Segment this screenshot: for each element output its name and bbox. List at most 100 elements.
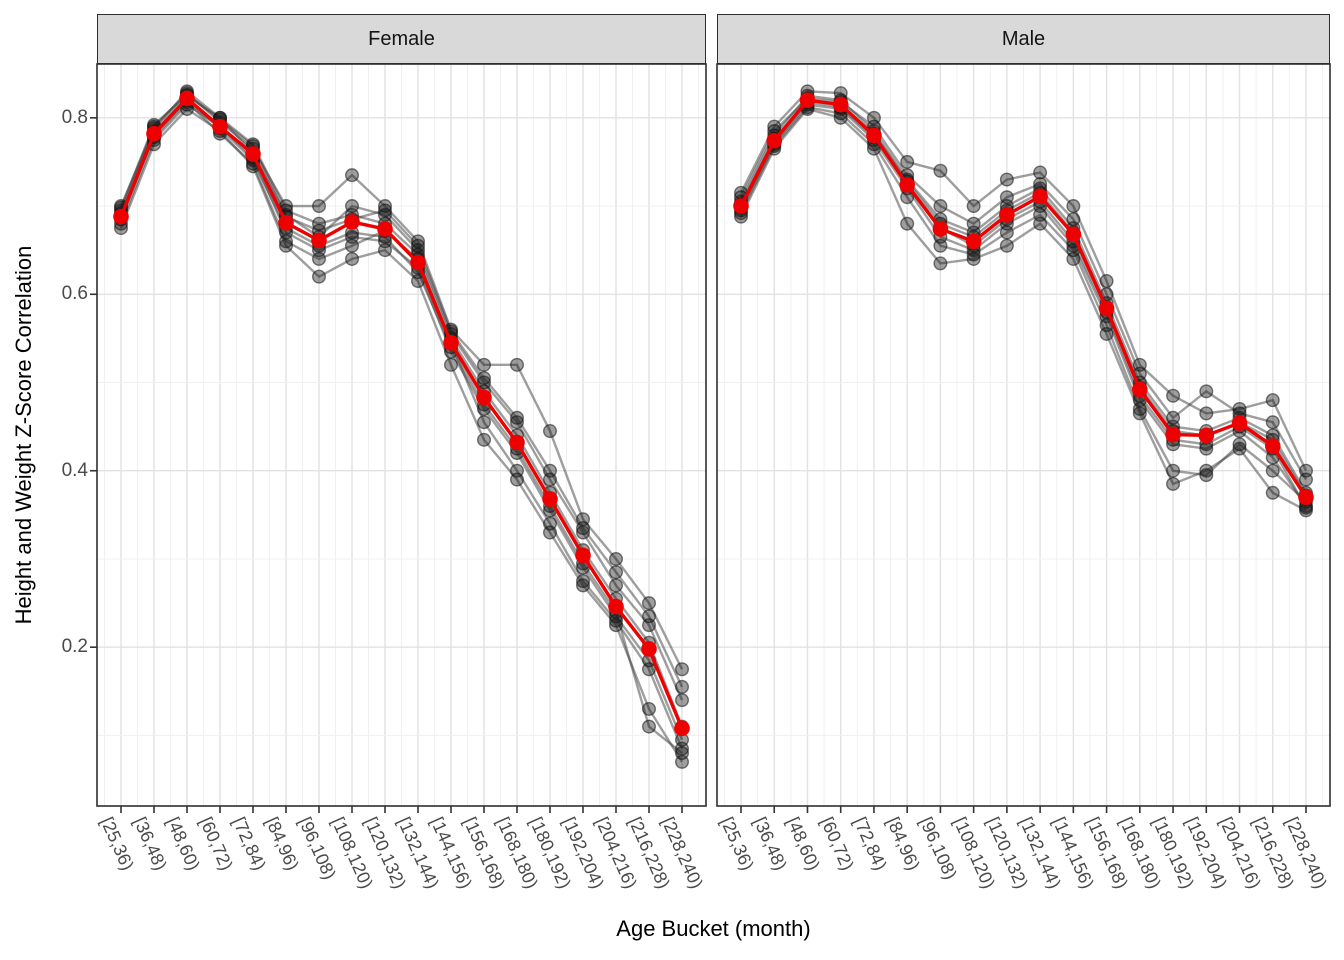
series-point [1199,384,1214,399]
series-point [675,741,690,756]
series-point [999,238,1014,253]
y-tick-label: 0.6 [61,283,88,305]
facet-strip-label: Female [368,27,435,50]
x-axis-title: Age Bucket (month) [616,916,811,941]
mean-point [965,233,982,250]
series-point [642,609,657,624]
mean-point [766,132,783,149]
series-point [1199,463,1214,478]
series-point [1232,437,1247,452]
series-point [510,410,525,425]
mean-point [542,491,558,507]
mean-point [1198,427,1215,444]
series-point [312,199,327,214]
mean-point [1165,426,1181,443]
panel-border [716,63,1331,807]
mean-point [1231,415,1248,431]
mean-point [212,118,228,135]
mean-point [1132,381,1148,398]
series-point [1265,415,1280,430]
mean-point [575,547,591,564]
series-point [933,199,948,214]
series-point [966,216,981,231]
mean-point [476,389,492,406]
series-point [345,238,360,253]
series-point [675,746,690,761]
series-point [999,172,1014,187]
mean-point [1032,188,1048,205]
series-point [1265,485,1280,500]
mean-point [999,207,1015,223]
series-point [900,154,915,169]
mean-point [179,90,195,107]
y-tick-label: 0.4 [61,459,88,481]
series-point [378,203,393,218]
mean-point [146,125,162,142]
series-point [933,163,948,178]
series-point [576,574,591,589]
panel-border [96,63,707,807]
series-point [642,662,657,677]
facet-strip-female: Female [97,14,706,64]
mean-point [410,254,426,271]
series-point [576,521,591,536]
series-point [609,551,624,566]
series-point [543,463,558,478]
mean-point [674,720,690,737]
series-point [477,415,492,430]
mean-point [932,221,949,237]
series-point [312,216,327,231]
mean-point [1298,489,1314,506]
series-point [345,251,360,266]
mean-point [311,232,327,249]
mean-point [832,96,849,113]
series-point [1298,472,1313,487]
series-point [1166,388,1181,403]
facet-strip-label: Male [1001,27,1046,50]
series-point [543,424,558,439]
series-point [1265,393,1280,408]
series-point [675,662,690,677]
series-point [1132,401,1147,416]
series-point [411,238,426,253]
series-point [900,216,915,231]
series-point [1166,476,1181,491]
series-point [999,190,1014,205]
series-point [312,269,327,284]
series-point [279,234,294,249]
panel-female [96,63,707,813]
series-line [739,90,1308,472]
series-point [477,357,492,372]
series-point [933,238,948,253]
mean-point [1264,438,1281,454]
series-point [1066,212,1081,227]
mean-point [733,198,749,214]
series-point [609,578,624,593]
mean-point [113,208,129,225]
mean-point [866,127,882,144]
series-point [510,357,525,372]
series-point [1199,468,1214,483]
series-point [642,701,657,716]
series-point [675,693,690,708]
mean-point [509,434,525,451]
series-point [1166,463,1181,478]
series-point [1265,463,1280,478]
series-point [576,525,591,540]
mean-point [443,335,459,351]
mean-point [278,215,294,231]
series-point [1199,406,1214,421]
series-point [1166,410,1181,425]
y-tick-label: 0.8 [61,106,88,128]
series-point [999,225,1014,240]
series-point [1033,165,1048,180]
series-point [675,679,690,694]
series-point [543,516,558,531]
mean-point [377,221,393,237]
series-point [966,199,981,214]
mean-point [899,177,915,193]
series-point [1099,274,1114,289]
facet-strip-male: Male [717,14,1330,64]
